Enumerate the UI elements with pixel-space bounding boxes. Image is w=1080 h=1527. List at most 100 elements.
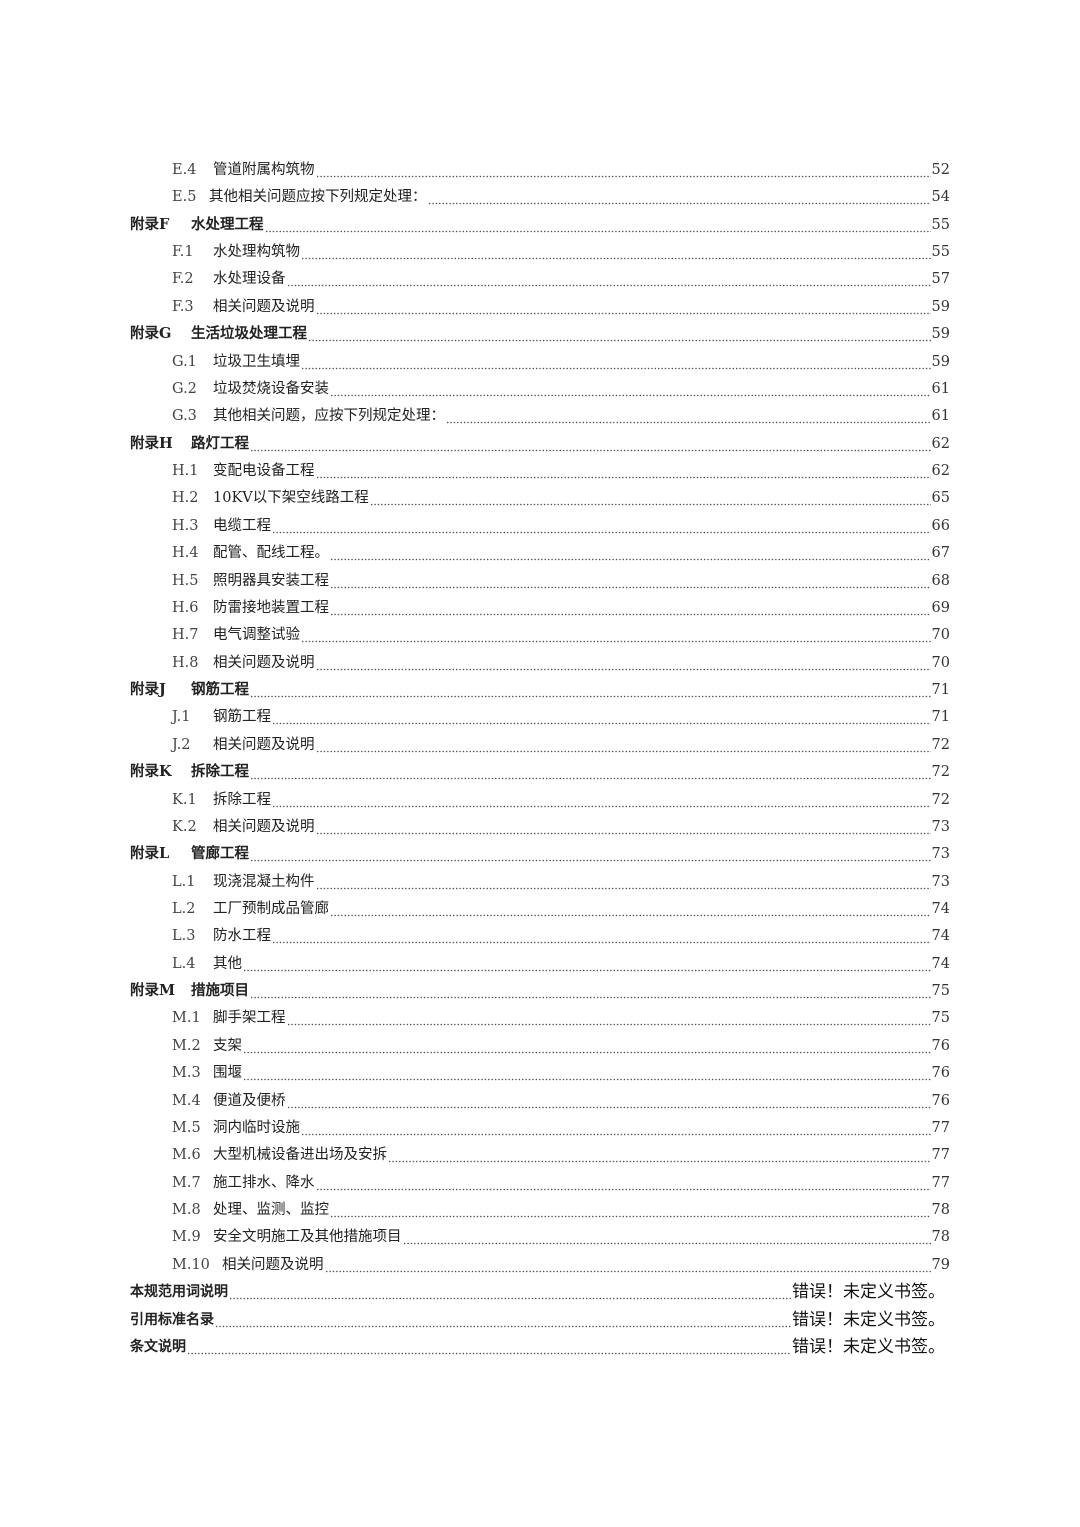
dot-leader [402, 1227, 931, 1248]
dot-leader [286, 269, 931, 290]
toc-entry-title: 相关问题及说明 [213, 654, 315, 671]
toc-entry-page: 74 [931, 900, 950, 917]
dot-leader [330, 570, 931, 591]
toc-entry-page: 70 [931, 627, 950, 644]
toc-entry-title: 洞内临时设施 [213, 1119, 300, 1136]
toc-entry[interactable]: 引用标准名录 错误！未定义书签。 [130, 1303, 945, 1330]
toc-entry-number: E.5 [172, 189, 197, 206]
dot-leader [243, 1063, 931, 1084]
toc-entry[interactable]: E.5 其他相关问题应按下列规定处理： 54 [130, 180, 950, 208]
toc-entry[interactable]: L.2 工厂预制成品管廊 74 [130, 892, 950, 919]
toc-entry[interactable]: 附录J 钢筋工程 71 [130, 673, 950, 701]
toc-entry[interactable]: M.9 安全文明施工及其他措施项目 78 [130, 1220, 950, 1248]
toc-entry[interactable]: H.4 配管、配线工程。 67 [130, 536, 950, 564]
toc-entry[interactable]: H.2 10KV以下架空线路工程 65 [130, 481, 950, 509]
toc-entry-number: H.3 [172, 517, 199, 534]
dot-leader [315, 652, 931, 673]
toc-entry[interactable]: F.3 相关问题及说明 59 [130, 290, 950, 317]
toc-entry-title: 其他相关问题应按下列规定处理： [209, 189, 427, 206]
toc-entry[interactable]: G.2 垃圾焚烧设备安装 61 [130, 372, 950, 399]
toc-entry-page: 54 [931, 189, 950, 206]
toc-entry-number: M.9 [172, 1229, 201, 1246]
dot-leader [301, 351, 931, 372]
toc-entry[interactable]: F.1 水处理构筑物 55 [130, 235, 950, 263]
toc-entry-page: 75 [931, 983, 950, 1000]
toc-entry[interactable]: G.3 其他相关问题，应按下列规定处理： 61 [130, 399, 950, 427]
toc-entry[interactable]: K.1 拆除工程 72 [130, 783, 950, 810]
toc-entry[interactable]: M.4 便道及便桥 76 [130, 1084, 950, 1111]
dot-leader [330, 378, 931, 399]
toc-entry-page: 59 [931, 298, 950, 315]
toc-entry-page: 57 [931, 271, 950, 288]
toc-entry-title: 拆除工程 [191, 763, 249, 781]
toc-entry[interactable]: H.8 相关问题及说明 70 [130, 646, 950, 673]
toc-entry[interactable]: L.3 防水工程 74 [130, 919, 950, 947]
toc-entry[interactable]: G.1 垃圾卫生填埋 59 [130, 345, 950, 372]
toc-entry[interactable]: 附录L 管廊工程 73 [130, 837, 950, 865]
toc-entry[interactable]: M.7 施工排水、降水 77 [130, 1166, 950, 1193]
toc-entry-page: 75 [931, 1010, 950, 1027]
toc-entry[interactable]: H.7 电气调整试验 70 [130, 618, 950, 646]
toc-entry[interactable]: H.6 防雷接地装置工程 69 [130, 591, 950, 618]
dot-leader [250, 844, 931, 865]
dot-leader [315, 160, 931, 180]
toc-entry-title: 水处理工程 [191, 215, 264, 233]
dot-leader [446, 406, 931, 427]
toc-entry-number: 附录M [130, 982, 176, 1000]
toc-entry-title: 相关问题及说明 [213, 298, 315, 315]
toc-entry[interactable]: H.1 变配电设备工程 62 [130, 454, 950, 482]
toc-entry-title: 施工排水、降水 [213, 1174, 315, 1191]
toc-entry[interactable]: M.3 围堰 76 [130, 1056, 950, 1084]
toc-entry[interactable]: M.10 相关问题及说明 79 [130, 1248, 950, 1275]
toc-entry-number: L.2 [172, 900, 196, 917]
toc-entry-title: 垃圾焚烧设备安装 [213, 380, 329, 397]
toc-entry[interactable]: M.5 洞内临时设施 77 [130, 1111, 950, 1138]
toc-entry[interactable]: H.5 照明器具安装工程 68 [130, 564, 950, 591]
toc-entry-title: 配管、配线工程。 [213, 545, 329, 562]
toc-entry[interactable]: L.4 其他 74 [130, 947, 950, 974]
toc-entry[interactable]: 附录H 路灯工程 62 [130, 427, 950, 454]
toc-entry-page: 76 [931, 1092, 950, 1109]
toc-entry[interactable]: H.3 电缆工程 66 [130, 509, 950, 536]
toc-entry[interactable]: 附录F 水处理工程 55 [130, 208, 950, 235]
toc-entry[interactable]: M.6 大型机械设备进出场及安拆 77 [130, 1138, 950, 1166]
dot-leader [250, 680, 931, 701]
toc-entry[interactable]: 条文说明 错误！未定义书签。 [130, 1330, 945, 1357]
toc-entry-number: M.4 [172, 1092, 201, 1109]
dot-leader [330, 543, 931, 564]
dot-leader [250, 433, 931, 454]
toc-entry-page: 76 [931, 1037, 950, 1054]
toc-entry[interactable]: M.2 支架 76 [130, 1029, 950, 1056]
dot-leader [301, 625, 931, 646]
dot-leader [330, 1200, 931, 1221]
toc-entry[interactable]: K.2 相关问题及说明 73 [130, 810, 950, 837]
toc-entry[interactable]: L.1 现浇混凝土构件 73 [130, 865, 950, 892]
toc-entry[interactable]: J.1 钢筋工程 71 [130, 700, 950, 728]
toc-entry-number: H.4 [172, 545, 199, 562]
toc-entry-number: H.8 [172, 654, 199, 671]
toc-entry[interactable]: M.8 处理、监测、监控 78 [130, 1193, 950, 1221]
toc-entry-number: F.3 [172, 298, 194, 315]
toc-entry-title: 相关问题及说明 [213, 818, 315, 835]
toc-entry[interactable]: 附录K 拆除工程 72 [130, 755, 950, 783]
toc-entry[interactable]: E.4 管道附属构筑物 52 [130, 153, 950, 180]
dot-leader [330, 898, 931, 919]
toc-entry-title: 垃圾卫生填埋 [213, 353, 300, 370]
toc-entry-number: 附录G [130, 325, 172, 343]
toc-entry[interactable]: 附录G 生活垃圾处理工程 59 [130, 317, 950, 345]
dot-leader [388, 1145, 931, 1166]
toc-entry-number: H.1 [172, 463, 199, 480]
toc-entry[interactable]: M.1 脚手架工程 75 [130, 1001, 950, 1029]
toc-entry[interactable]: F.2 水处理设备 57 [130, 262, 950, 290]
toc-entry-title: 条文说明 [130, 1338, 186, 1355]
toc-entry[interactable]: 附录M 措施项目 75 [130, 974, 950, 1002]
dot-leader [315, 871, 931, 892]
toc-entry[interactable]: J.2 相关问题及说明 72 [130, 728, 950, 755]
toc-entry-number: E.4 [172, 162, 197, 178]
toc-entry-title: 钢筋工程 [191, 681, 249, 699]
toc-entry-number: L.1 [172, 873, 196, 890]
dot-leader [308, 324, 931, 345]
toc-entry-number: K.2 [172, 818, 197, 835]
toc-entry[interactable]: 本规范用词说明 错误！未定义书签。 [130, 1275, 945, 1303]
toc-entry-number: M.10 [172, 1256, 210, 1273]
